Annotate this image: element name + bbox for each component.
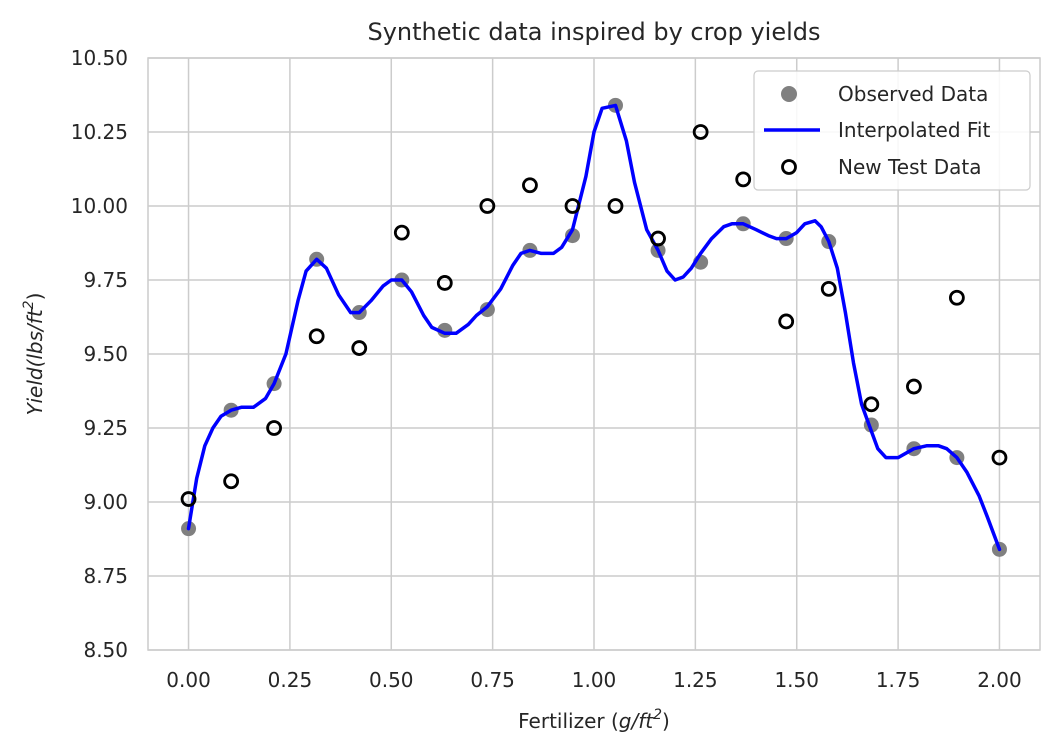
legend-label-fit: Interpolated Fit (838, 118, 990, 142)
fit-line (186, 103, 1002, 552)
x-axis-label-close: ) (662, 709, 670, 733)
legend-label-test: New Test Data (838, 155, 981, 179)
y-tick-label: 10.50 (71, 46, 128, 70)
test-point (735, 171, 752, 188)
x-axis-label: Fertilizer (g/ft2) (518, 707, 670, 733)
y-tick-label: 8.75 (83, 564, 128, 588)
y-axis-label-close: ) (23, 293, 47, 301)
test-point (607, 198, 624, 214)
x-tick-label: 1.00 (572, 668, 617, 692)
test-point (820, 280, 837, 297)
y-axis-label: Yield(lbs/ft2) (21, 293, 47, 416)
y-axis-label-math: Yield(lbs/ft (23, 308, 47, 415)
y-tick-label: 9.50 (83, 342, 128, 366)
x-axis-ticks: 0.00 0.25 0.50 0.75 1.00 1.25 1.50 1.75 2.00 (166, 668, 1021, 692)
x-tick-label: 0.50 (369, 668, 414, 692)
test-point (564, 198, 581, 214)
legend-label-observed: Observed Data (838, 82, 988, 106)
x-tick-label: 0.25 (268, 668, 313, 692)
legend-marker-test (781, 159, 797, 175)
chart-title: Synthetic data inspired by crop yields (367, 18, 820, 46)
observed-point (479, 302, 495, 318)
x-axis-label-text: Fertilizer ( (518, 709, 619, 733)
y-tick-label: 8.50 (83, 638, 128, 662)
x-tick-label: 0.75 (470, 668, 515, 692)
plot-frame (147, 57, 1041, 651)
test-point (266, 420, 282, 436)
legend-marker-observed (781, 86, 797, 102)
y-axis-ticks: 8.50 8.75 9.00 9.25 9.50 9.75 10.00 10.25 10.50 (71, 46, 128, 662)
legend-box (753, 70, 1031, 191)
test-point (863, 396, 880, 413)
test-point (692, 124, 709, 140)
x-tick-label: 0.00 (166, 668, 211, 692)
x-tick-label: 1.25 (673, 668, 718, 692)
y-tick-label: 9.75 (83, 268, 128, 292)
x-tick-label: 2.00 (977, 668, 1022, 692)
test-point (393, 224, 410, 241)
y-axis-label-superscript: 2 (21, 300, 37, 309)
test-point (778, 313, 795, 330)
test-point (180, 491, 197, 507)
legend: Observed Data Interpolated Fit New Test … (753, 70, 1031, 191)
test-point (436, 275, 453, 291)
test-point (650, 230, 666, 247)
observed-point (565, 228, 581, 244)
test-point (223, 473, 240, 490)
test-point (991, 449, 1008, 466)
y-tick-label: 10.00 (71, 194, 128, 218)
y-tick-label: 10.25 (71, 120, 128, 144)
test-point (522, 177, 538, 194)
test-point (479, 198, 496, 214)
y-tick-label: 9.00 (83, 490, 128, 514)
x-axis-label-superscript: 2 (653, 707, 662, 723)
test-point (351, 340, 368, 356)
test-point (308, 328, 325, 345)
test-point (948, 289, 965, 306)
plot-content (180, 97, 1008, 557)
x-axis-label-math: g/ft (619, 709, 654, 733)
y-tick-label: 9.25 (83, 416, 128, 440)
x-tick-label: 1.75 (876, 668, 921, 692)
x-tick-label: 1.50 (774, 668, 819, 692)
test-point (906, 378, 922, 395)
